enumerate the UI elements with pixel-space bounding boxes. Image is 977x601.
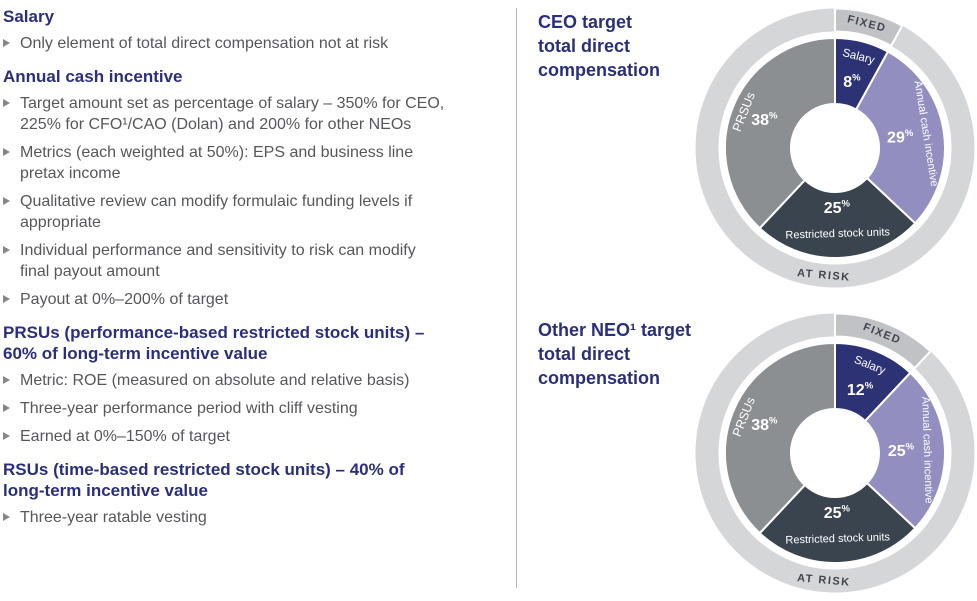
segment-value-restricted-stock-units: 25% xyxy=(824,198,851,217)
triangle-bullet-icon xyxy=(3,246,10,254)
triangle-bullet-icon xyxy=(3,432,10,440)
charts-panel: CEO target total direct compensation Sal… xyxy=(530,0,977,597)
triangle-bullet-icon xyxy=(3,148,10,156)
triangle-bullet-icon xyxy=(3,404,10,412)
ceo-chart-title: CEO target total direct compensation xyxy=(538,12,661,80)
segment-value-restricted-stock-units: 25% xyxy=(824,503,851,522)
triangle-bullet-icon xyxy=(3,513,10,521)
at-risk-label: AT RISK xyxy=(797,572,852,589)
bullet-item: Metrics (each weighted at 50%): EPS and … xyxy=(3,142,449,184)
segment-restricted-stock-units xyxy=(758,176,917,259)
segment-prsus xyxy=(724,341,836,535)
bullet-item: Three-year performance period with cliff… xyxy=(3,398,449,419)
bullet-item: Metric: ROE (measured on absolute and re… xyxy=(3,370,449,391)
bullet-item: Individual performance and sensitivity t… xyxy=(3,240,449,282)
neo-chart-title: Other NEO¹ target total direct compensat… xyxy=(538,320,692,388)
segment-value-annual-cash-incentive: 29% xyxy=(887,128,914,147)
compensation-elements-panel: Salary Only element of total direct compe… xyxy=(3,6,449,535)
neo-donut-chart: Salary 12% Annual cash incentive 25% Restric… xyxy=(692,310,977,596)
bullet-item: Qualitative review can modify formulaic … xyxy=(3,191,449,233)
bullet-text: Earned at 0%–150% of target xyxy=(20,428,230,445)
bullet-item: Payout at 0%–200% of target xyxy=(3,289,449,310)
triangle-bullet-icon xyxy=(3,376,10,384)
segment-prsus xyxy=(724,36,836,230)
vertical-divider xyxy=(516,8,517,588)
section-heading: Annual cash incentive xyxy=(3,67,183,86)
fixed-ring-arc xyxy=(834,312,932,370)
segment-annual-cash-incentive xyxy=(863,371,946,530)
segment-value-prsus: 38% xyxy=(751,110,778,129)
fixed-ring-arc xyxy=(834,7,904,48)
bullet-text: Target amount set as percentage of salar… xyxy=(20,95,445,133)
bullet-text: Individual performance and sensitivity t… xyxy=(20,242,416,280)
segment-annual-cash-incentive xyxy=(854,50,946,225)
triangle-bullet-icon xyxy=(3,295,10,303)
segment-value-salary: 12% xyxy=(847,380,874,399)
bullet-text: Metric: ROE (measured on absolute and re… xyxy=(20,372,410,389)
segment-label-restricted-stock-units: Restricted stock units xyxy=(785,531,890,546)
bullet-text: Payout at 0%–200% of target xyxy=(20,291,229,308)
triangle-bullet-icon xyxy=(3,99,10,107)
bullet-text: Only element of total direct compensatio… xyxy=(20,35,389,52)
at-risk-label: AT RISK xyxy=(797,267,852,284)
segment-label-annual-cash-incentive: Annual cash incentive xyxy=(919,396,934,503)
bullet-item: Only element of total direct compensatio… xyxy=(3,33,449,54)
bullet-text: Three-year ratable vesting xyxy=(20,509,207,526)
segment-value-prsus: 38% xyxy=(751,415,778,434)
bullet-text: Qualitative review can modify formulaic … xyxy=(20,193,413,231)
bullet-item: Target amount set as percentage of salar… xyxy=(3,93,449,135)
bullet-item: Earned at 0%–150% of target xyxy=(3,426,449,447)
bullet-item: Three-year ratable vesting xyxy=(3,507,449,528)
ceo-donut-chart: Salary 8% Annual cash incentive 29% Restrict… xyxy=(692,5,977,291)
segment-value-annual-cash-incentive: 25% xyxy=(888,441,915,460)
triangle-bullet-icon xyxy=(3,197,10,205)
section-heading: RSUs (time-based restricted stock units)… xyxy=(3,460,405,500)
triangle-bullet-icon xyxy=(3,39,10,47)
bullet-text: Three-year performance period with cliff… xyxy=(20,400,358,417)
segment-restricted-stock-units xyxy=(758,481,917,564)
segment-value-salary: 8% xyxy=(843,72,861,91)
bullet-text: Metrics (each weighted at 50%): EPS and … xyxy=(20,144,414,182)
section-heading: PRSUs (performance-based restricted stoc… xyxy=(3,323,425,363)
section-heading: Salary xyxy=(3,7,55,26)
segment-label-restricted-stock-units: Restricted stock units xyxy=(785,226,890,241)
